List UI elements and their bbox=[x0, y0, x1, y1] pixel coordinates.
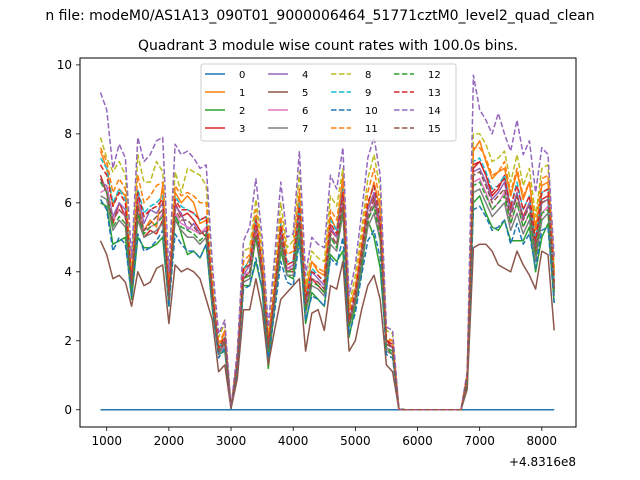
series-line-15 bbox=[99, 171, 555, 411]
series-line-8 bbox=[99, 133, 555, 411]
x-tick-label: 6000 bbox=[402, 434, 433, 448]
series-line-5 bbox=[99, 240, 555, 411]
legend-label-9: 9 bbox=[365, 88, 371, 99]
legend-label-13: 13 bbox=[428, 88, 441, 99]
y-tick-label: 10 bbox=[57, 58, 72, 72]
x-tick-label: 8000 bbox=[527, 434, 558, 448]
y-tick-label: 6 bbox=[64, 196, 72, 210]
legend-label-3: 3 bbox=[239, 124, 245, 135]
legend-label-14: 14 bbox=[428, 106, 441, 117]
chart-title: Quadrant 3 module wise count rates with … bbox=[138, 38, 518, 54]
y-tick-label: 2 bbox=[64, 334, 72, 348]
legend-label-6: 6 bbox=[302, 106, 308, 117]
x-offset-label: +4.8316e8 bbox=[509, 455, 576, 469]
axes-frame bbox=[79, 57, 577, 428]
x-axis: 1000 2000 3000 4000 5000 6000 7000 8000 bbox=[91, 427, 557, 448]
y-axis: 0 2 4 6 8 10 bbox=[57, 58, 80, 417]
y-tick-label: 8 bbox=[64, 127, 72, 141]
legend-label-5: 5 bbox=[302, 88, 308, 99]
series-line-10 bbox=[99, 199, 555, 411]
y-tick-label: 0 bbox=[64, 403, 72, 417]
x-tick-label: 7000 bbox=[464, 434, 495, 448]
x-tick-label: 3000 bbox=[216, 434, 247, 448]
legend-label-12: 12 bbox=[428, 70, 441, 81]
y-tick-label: 4 bbox=[64, 265, 72, 279]
legend-label-1: 1 bbox=[239, 88, 245, 99]
legend-box bbox=[200, 63, 457, 142]
x-tick-label: 5000 bbox=[340, 434, 371, 448]
x-tick-label: 1000 bbox=[91, 434, 122, 448]
legend-label-2: 2 bbox=[239, 106, 245, 117]
legend-label-7: 7 bbox=[302, 124, 308, 135]
plot-lines bbox=[99, 74, 555, 411]
figure-suptitle: n file: modeM0/AS1A13_090T01_9000006464_… bbox=[45, 8, 594, 24]
legend-label-15: 15 bbox=[428, 124, 441, 135]
series-line-13 bbox=[99, 160, 555, 411]
legend-label-8: 8 bbox=[365, 70, 371, 81]
x-tick-label: 2000 bbox=[154, 434, 185, 448]
legend-label-11: 11 bbox=[365, 124, 378, 135]
x-tick-label: 4000 bbox=[278, 434, 309, 448]
legend-label-0: 0 bbox=[239, 70, 245, 81]
series-line-14 bbox=[99, 74, 555, 411]
legend-label-4: 4 bbox=[302, 70, 308, 81]
legend-label-10: 10 bbox=[365, 106, 378, 117]
series-line-11 bbox=[99, 146, 555, 411]
